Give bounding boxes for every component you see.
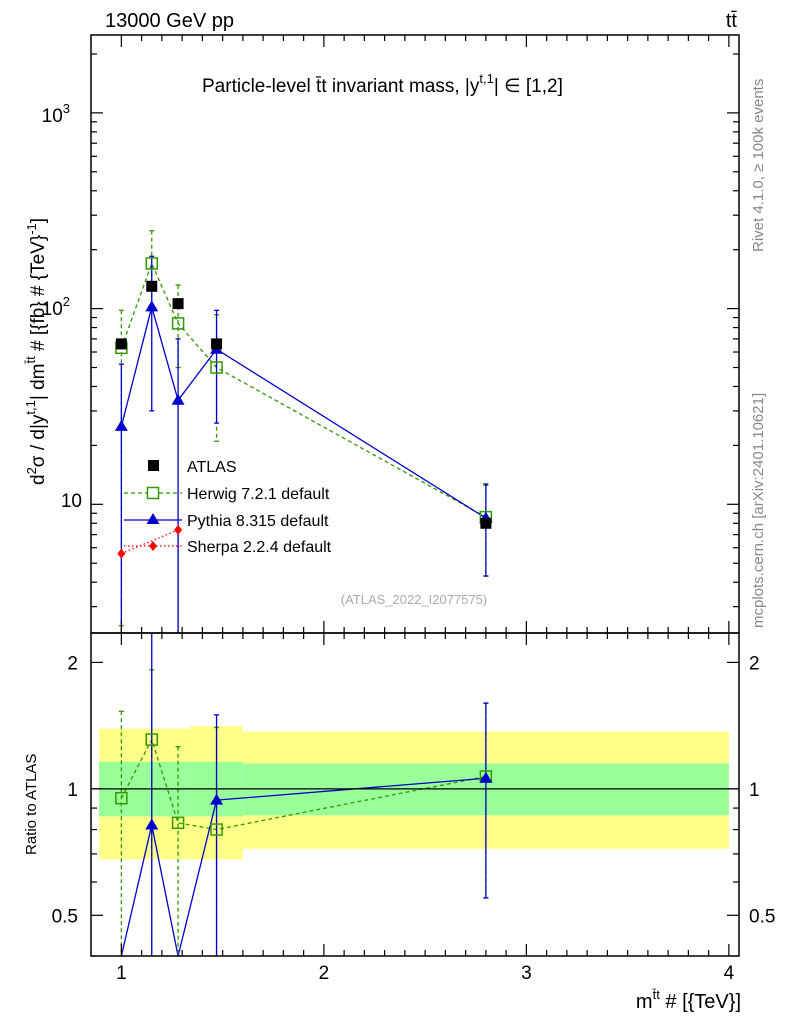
xtick-label: 4	[724, 963, 735, 984]
ratio-herwig-line	[120, 737, 487, 831]
header-right: tt̄	[726, 10, 738, 32]
main-sherpa-point	[174, 524, 183, 535]
ratio-herwig-point	[171, 816, 185, 830]
main-pythia-point	[171, 393, 185, 405]
main-pythia-point	[114, 419, 128, 431]
ytick-base: 10	[61, 491, 82, 512]
series-markers	[114, 257, 493, 836]
title-sup: t,1	[479, 71, 493, 86]
ratio-y-axis-label: Ratio to ATLAS	[23, 754, 40, 855]
ratio-ytick-label: 2	[67, 653, 78, 674]
ratio-pythia-point	[479, 771, 493, 783]
title-end: | ∈ [1,2]	[494, 76, 563, 97]
xlabel-sup: t̄t	[652, 987, 660, 1002]
main-atlas-point	[115, 338, 127, 350]
main-ytick-label: 10	[61, 491, 82, 512]
ratio-panel-frame	[90, 632, 740, 957]
legend-herwig-label: Herwig 7.2.1 default	[187, 486, 330, 503]
ratio-pythia-point	[210, 793, 224, 805]
legend-pythia-label: Pythia 8.315 default	[187, 513, 329, 530]
xlabel-end: # [{TeV}]	[660, 991, 741, 1013]
legend-herwig-marker	[146, 486, 160, 500]
ylabel-part: σ / d|y	[28, 414, 49, 467]
xlabel-main: m	[636, 991, 653, 1013]
legend-entry-herwig: Herwig 7.2.1 default	[124, 486, 330, 503]
main-atlas-point	[172, 298, 184, 310]
ratio-herwig-point	[145, 733, 158, 746]
xtick-label: 2	[319, 963, 330, 984]
ratio-ytick-label: 1	[67, 780, 78, 801]
title-main: Particle-level t̄t invariant mass, |y	[202, 76, 480, 97]
analysis-watermark: (ATLAS_2022_I2077575)	[341, 592, 487, 607]
ylabel-part: t,1	[23, 400, 38, 414]
legend-entry-sherpa: Sherpa 2.2.4 default	[124, 539, 332, 556]
xtick-label: 1	[116, 963, 127, 984]
ytick-base: 10	[42, 299, 63, 320]
main-atlas-point	[211, 338, 223, 350]
main-atlas-point	[146, 280, 158, 292]
main-ytick-label: 103	[42, 101, 70, 127]
main-atlas-point	[480, 517, 492, 529]
main-sherpa-line	[121, 529, 179, 555]
ratio-ytick-label: 0.5	[52, 906, 78, 927]
ratio-ytick-label-right: 2	[749, 653, 760, 674]
main-pythia-point	[145, 300, 159, 312]
chart-title: Particle-level t̄t invariant mass, |yt,1…	[202, 71, 563, 97]
legend-sherpa-marker	[149, 541, 157, 551]
main-herwig-point	[171, 317, 185, 330]
legend-atlas-label: ATLAS	[187, 459, 237, 476]
ylabel-part: ]	[28, 218, 49, 223]
ylabel-part: # [{fb} # {TeV}	[28, 235, 49, 357]
ylabel-part: | dm	[28, 364, 49, 401]
ylabel-part: t̄t	[23, 356, 38, 364]
main-sherpa-point	[117, 548, 126, 559]
main-herwig-point	[210, 361, 223, 374]
ratio-herwig-point	[115, 791, 128, 805]
legend: ATLAS Herwig 7.2.1 default Pythia 8.315 …	[124, 459, 332, 556]
ratio-ytick-label-right: 0.5	[749, 906, 775, 927]
ratio-pythia-point	[145, 818, 159, 830]
mcplots-label: mcplots.cern.ch [arXiv:2401.10621]	[750, 393, 767, 628]
ratio-ytick-label-right: 1	[749, 780, 760, 801]
legend-entry-pythia: Pythia 8.315 default	[124, 513, 329, 530]
ylabel-part: 2	[24, 467, 39, 474]
xtick-label: 3	[521, 963, 532, 984]
ratio-herwig-point	[210, 823, 223, 836]
legend-entry-atlas: ATLAS	[148, 459, 237, 476]
legend-sherpa-label: Sherpa 2.2.4 default	[187, 539, 332, 556]
x-axis-label: mt̄t # [{TeV}]	[636, 987, 741, 1013]
main-y-axis-label: d2σ / d|yt,1| dmt̄t # [{fb} # {TeV}-1]	[23, 218, 49, 485]
legend-atlas-marker	[148, 460, 159, 471]
ytick-exp: 3	[63, 101, 70, 116]
axis-ticks	[91, 35, 739, 957]
ylabel-part: d	[28, 474, 49, 485]
ratio-bands	[99, 726, 729, 860]
legend-pythia-marker	[146, 513, 160, 524]
ytick-base: 10	[42, 106, 63, 127]
rivet-label: Rivet 4.1.0, ≥ 100k events	[750, 79, 767, 252]
main-herwig-point	[145, 257, 158, 270]
ylabel-part: -1	[24, 223, 39, 235]
ytick-exp: 2	[63, 294, 70, 309]
header-left: 13000 GeV pp	[105, 10, 234, 32]
main-ytick-label: 102	[42, 294, 70, 320]
